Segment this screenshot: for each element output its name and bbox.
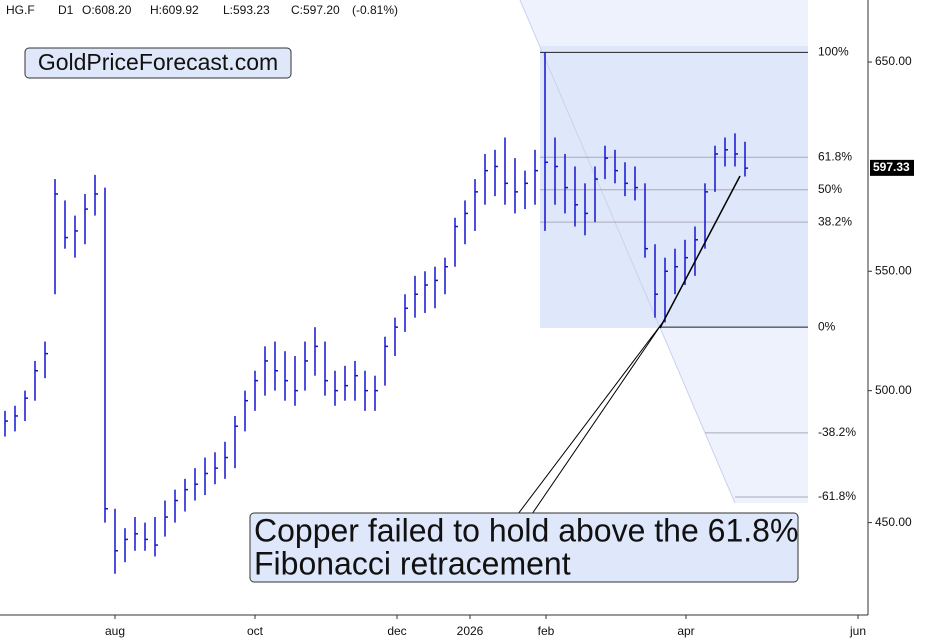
y-tick-label: 550.00: [875, 263, 912, 277]
callout-pointer: [516, 321, 664, 515]
fib-label: 38.2%: [818, 214, 852, 228]
trend-line: [659, 175, 741, 329]
fib-label: 50%: [818, 182, 842, 196]
fib-diagonal: [519, 0, 736, 504]
header-item: (-0.81%): [352, 3, 398, 17]
fib-retracement-zone: [540, 46, 808, 328]
header: HG.F D1 O:608.20 H:609.92 L:593.23 C:597.20 (-…: [6, 3, 398, 17]
x-tick-label: oct: [247, 624, 264, 638]
header-item: HG.F: [6, 3, 35, 17]
plot: [4, 51, 808, 574]
header-item: L:593.23: [223, 3, 270, 17]
watermark: GoldPriceForecast.com: [38, 49, 278, 75]
annotation-line: Copper failed to hold above the 61.8%: [254, 512, 798, 548]
y-tick-label: 650.00: [875, 54, 912, 68]
x-tick-label: aug: [105, 624, 125, 638]
watermark-box: [24, 47, 292, 79]
fib-label: 61.8%: [818, 149, 852, 163]
x-tick-label: apr: [677, 624, 694, 638]
x-tick-label: jun: [849, 624, 866, 638]
annotation-line: Fibonacci retracement: [254, 545, 571, 581]
header-item: O:608.20: [82, 3, 132, 17]
fib-label: -61.8%: [818, 489, 856, 503]
annotation-box: [249, 512, 799, 583]
last-price-box: [870, 159, 914, 176]
x-tick-label: feb: [538, 624, 555, 638]
header-item: D1: [58, 3, 74, 17]
header-item: C:597.20: [291, 3, 340, 17]
fib-label: -38.2%: [818, 425, 856, 439]
x-tick-label: 2026: [457, 624, 484, 638]
last-price-label: 597.33: [873, 160, 910, 174]
header-item: H:609.92: [150, 3, 199, 17]
fib-label: 0%: [818, 319, 836, 333]
y-tick-label: 450.00: [875, 515, 912, 529]
y-tick-label: 500.00: [875, 383, 912, 397]
x-tick-label: dec: [387, 624, 406, 638]
fib-label: 100%: [818, 45, 849, 59]
